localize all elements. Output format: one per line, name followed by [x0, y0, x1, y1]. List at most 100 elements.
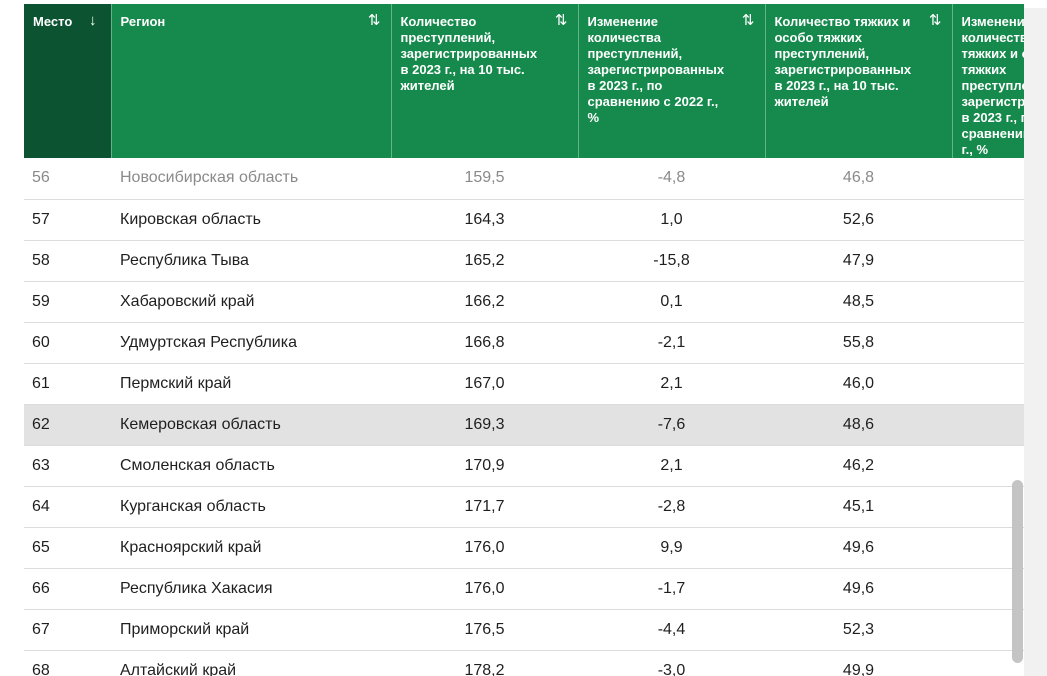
table-row[interactable]: 63 Смоленская область 170,9 2,1 46,2: [24, 445, 1024, 487]
table-row[interactable]: 59 Хабаровский край 166,2 0,1 48,5: [24, 281, 1024, 323]
table-row[interactable]: 56 Новосибирская область 159,5 -4,8 46,8: [24, 158, 1024, 200]
table-header-row: Место ↓ Регион ⇅ Количество преступлений…: [24, 4, 1024, 158]
region-cell: Республика Тыва: [111, 240, 391, 282]
crimes-cell: 176,0: [391, 527, 578, 569]
rank-cell: 65: [24, 527, 111, 569]
grave-change-cell: [952, 363, 1024, 405]
sort-desc-icon: ↓: [89, 12, 97, 29]
rank-cell: 61: [24, 363, 111, 405]
table-row[interactable]: 61 Пермский край 167,0 2,1 46,0: [24, 363, 1024, 405]
region-cell: Республика Хакасия: [111, 568, 391, 610]
region-cell: Новосибирская область: [111, 158, 391, 200]
table-row[interactable]: 64 Курганская область 171,7 -2,8 45,1: [24, 486, 1024, 528]
grave-cell: 55,8: [765, 322, 952, 364]
table-row[interactable]: 65 Красноярский край 176,0 9,9 49,6: [24, 527, 1024, 569]
region-cell: Красноярский край: [111, 527, 391, 569]
crimes-cell: 167,0: [391, 363, 578, 405]
table-row[interactable]: 57 Кировская область 164,3 1,0 52,6: [24, 199, 1024, 241]
rank-cell: 63: [24, 445, 111, 487]
crimes-cell: 159,5: [391, 158, 578, 200]
crime-ranking-table: Место ↓ Регион ⇅ Количество преступлений…: [24, 4, 1024, 676]
rank-cell: 62: [24, 404, 111, 446]
grave-change-cell: [952, 199, 1024, 241]
change-cell: -2,1: [578, 322, 765, 364]
change-cell: -7,6: [578, 404, 765, 446]
grave-cell: 46,8: [765, 158, 952, 200]
rank-cell: 59: [24, 281, 111, 323]
change-cell: 9,9: [578, 527, 765, 569]
change-cell: -2,8: [578, 486, 765, 528]
header-grave-change-label: Изменение количества тяжких и особо тяжк…: [961, 14, 1025, 157]
crimes-cell: 170,9: [391, 445, 578, 487]
table-row[interactable]: 68 Алтайский край 178,2 -3,0 49,9: [24, 650, 1024, 676]
region-cell: Хабаровский край: [111, 281, 391, 323]
rank-cell: 64: [24, 486, 111, 528]
table-row[interactable]: 66 Республика Хакасия 176,0 -1,7 49,6: [24, 568, 1024, 610]
region-cell: Приморский край: [111, 609, 391, 651]
grave-change-cell: [952, 322, 1024, 364]
header-rank[interactable]: Место ↓: [24, 4, 112, 158]
change-cell: -4,8: [578, 158, 765, 200]
grave-cell: 49,6: [765, 527, 952, 569]
grave-cell: 49,9: [765, 650, 952, 676]
rank-cell: 67: [24, 609, 111, 651]
header-grave[interactable]: Количество тяжких и особо тяжких преступ…: [765, 4, 953, 158]
crimes-cell: 165,2: [391, 240, 578, 282]
table-body: 56 Новосибирская область 159,5 -4,8 46,8 57 Ки…: [24, 158, 1024, 676]
grave-cell: 52,3: [765, 609, 952, 651]
grave-cell: 45,1: [765, 486, 952, 528]
table-row[interactable]: 60 Удмуртская Республика 166,8 -2,1 55,8: [24, 322, 1024, 364]
grave-change-cell: [952, 404, 1024, 446]
sort-icon: ⇅: [554, 12, 568, 29]
crimes-cell: 169,3: [391, 404, 578, 446]
grave-cell: 46,2: [765, 445, 952, 487]
header-crimes-label: Количество преступлений, зарегистрирован…: [400, 14, 538, 93]
scrollbar-track[interactable]: [1024, 8, 1047, 676]
region-cell: Смоленская область: [111, 445, 391, 487]
rank-cell: 66: [24, 568, 111, 610]
change-cell: 2,1: [578, 445, 765, 487]
grave-cell: 48,6: [765, 404, 952, 446]
change-cell: -15,8: [578, 240, 765, 282]
crimes-cell: 178,2: [391, 650, 578, 676]
crimes-cell: 166,2: [391, 281, 578, 323]
region-cell: Пермский край: [111, 363, 391, 405]
table-viewport[interactable]: Место ↓ Регион ⇅ Количество преступлений…: [24, 4, 1024, 676]
change-cell: -1,7: [578, 568, 765, 610]
region-cell: Курганская область: [111, 486, 391, 528]
rank-cell: 68: [24, 650, 111, 676]
crimes-cell: 171,7: [391, 486, 578, 528]
header-crimes[interactable]: Количество преступлений, зарегистрирован…: [391, 4, 579, 158]
crimes-cell: 176,0: [391, 568, 578, 610]
header-change[interactable]: Изменение количества преступлений, зарег…: [578, 4, 766, 158]
change-cell: 1,0: [578, 199, 765, 241]
header-grave-label: Количество тяжких и особо тяжких преступ…: [774, 14, 912, 109]
grave-cell: 47,9: [765, 240, 952, 282]
crimes-cell: 176,5: [391, 609, 578, 651]
grave-cell: 48,5: [765, 281, 952, 323]
rank-cell: 56: [24, 158, 111, 200]
grave-cell: 46,0: [765, 363, 952, 405]
change-cell: -4,4: [578, 609, 765, 651]
rank-cell: 57: [24, 199, 111, 241]
sort-icon: ⇅: [741, 12, 755, 29]
change-cell: 2,1: [578, 363, 765, 405]
header-region[interactable]: Регион ⇅: [111, 4, 392, 158]
crimes-cell: 166,8: [391, 322, 578, 364]
grave-cell: 52,6: [765, 199, 952, 241]
header-grave-change[interactable]: Изменение количества тяжких и особо тяжк…: [952, 4, 1024, 158]
rank-cell: 60: [24, 322, 111, 364]
sort-icon: ⇅: [928, 12, 942, 29]
table-row[interactable]: 62 Кемеровская область 169,3 -7,6 48,6: [24, 404, 1024, 446]
grave-cell: 49,6: [765, 568, 952, 610]
grave-change-cell: [952, 445, 1024, 487]
crimes-cell: 164,3: [391, 199, 578, 241]
table-row[interactable]: 58 Республика Тыва 165,2 -15,8 47,9: [24, 240, 1024, 282]
sort-icon: ⇅: [367, 12, 381, 29]
grave-change-cell: [952, 158, 1024, 200]
header-region-label: Регион: [120, 14, 166, 29]
table-row[interactable]: 67 Приморский край 176,5 -4,4 52,3: [24, 609, 1024, 651]
header-rank-label: Место: [33, 14, 73, 29]
change-cell: 0,1: [578, 281, 765, 323]
scrollbar-thumb[interactable]: [1012, 480, 1023, 663]
